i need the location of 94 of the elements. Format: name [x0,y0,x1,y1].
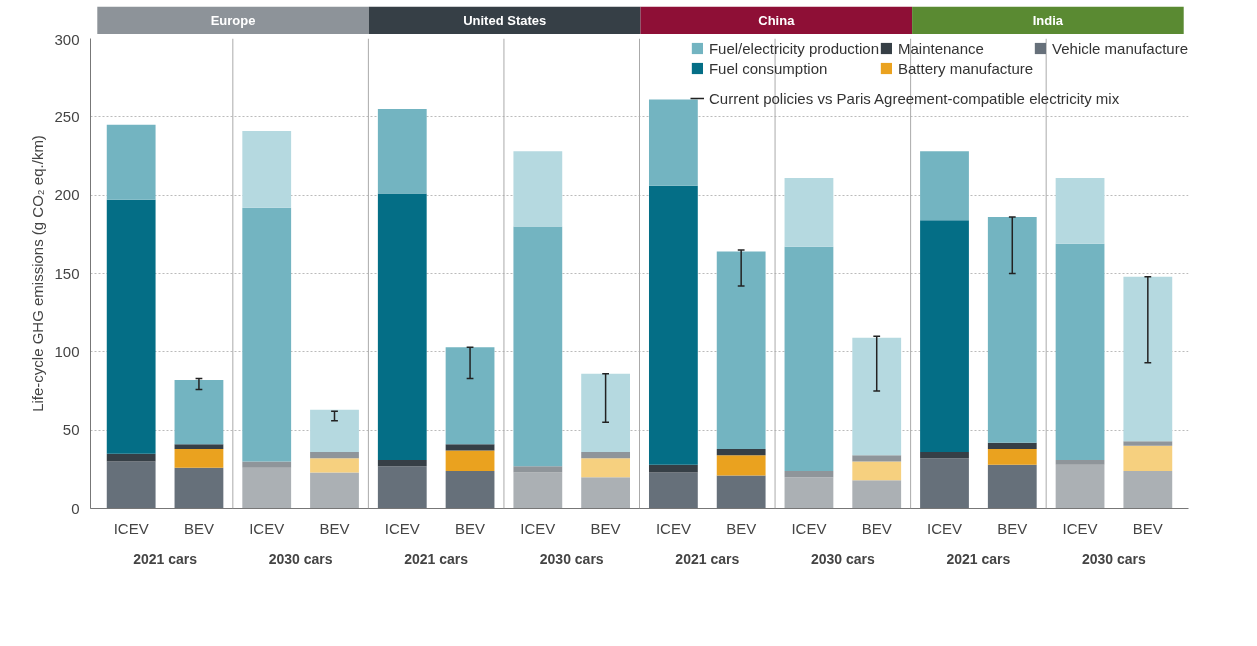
bar [174,467,224,509]
text: United States [463,13,547,28]
bar [784,177,834,247]
bar [852,455,902,462]
text: 2030 cars [539,550,604,567]
x-tick-label: BEV [726,519,757,537]
bar [581,477,631,509]
bar [920,458,969,509]
bar [174,444,224,449]
legend-label: Fuel/electricity production [708,38,879,58]
bar [1123,445,1173,471]
bar [1055,459,1105,465]
bar [445,444,495,451]
x-tick-label: BEV [319,519,350,537]
bar [377,466,427,509]
text: Europe [210,13,256,28]
text: India [1032,13,1064,28]
text: 2030 cars [1082,550,1147,567]
bar [310,452,359,459]
y-tick-label: 200 [54,186,80,204]
bar [581,373,631,453]
x-tick-label: ICEV [927,519,963,537]
bar [106,453,156,462]
text: China [758,13,796,28]
bar [716,448,766,456]
bar [920,452,969,459]
bar [174,448,224,468]
bar [377,459,427,467]
bar [445,450,495,471]
text: 2030 cars [810,550,875,567]
annotation: Current policies vs Paris Agreement-compatible electricity mix [709,89,1120,107]
x-tick-label: ICEV [1062,519,1098,537]
bar [716,475,766,509]
bar [310,409,359,453]
bar [377,193,427,460]
x-tick-label: ICEV [520,519,556,537]
bar [648,464,698,473]
legend-label: Fuel consumption [708,58,828,78]
bar [1123,276,1173,442]
x-tick-label: ICEV [791,519,827,537]
x-tick-label: ICEV [113,519,149,537]
bar [106,199,156,454]
text: 2021 cars [946,550,1011,567]
y-tick-label: 150 [54,264,80,282]
bar [987,442,1037,449]
x-tick-label: ICEV [249,519,285,537]
x-tick-label: ICEV [384,519,420,537]
bar [581,452,631,459]
x-tick-label: BEV [861,519,892,537]
bar [513,151,563,227]
text: 2021 cars [675,550,740,567]
bar [513,466,563,473]
bar [852,337,902,456]
y-tick-label: 100 [54,342,80,360]
x-tick-label: BEV [997,519,1028,537]
bar [987,448,1037,465]
text: 2030 cars [268,550,333,567]
bar [242,461,292,468]
text: 2021 cars [133,550,198,567]
bar [242,467,292,509]
text: 2021 cars [404,550,469,567]
bar [784,470,834,478]
x-tick-label: ICEV [655,519,691,537]
bar [242,130,292,208]
y-tick-label: 50 [62,421,80,439]
bar [1123,441,1173,446]
x-tick-label: BEV [1132,519,1163,537]
bar [1123,470,1173,509]
x-tick-label: BEV [455,519,486,537]
bar [581,458,631,478]
x-tick-label: BEV [183,519,214,537]
bar [106,461,156,509]
bar [513,472,563,509]
bar [648,472,698,509]
x-tick-label: BEV [590,519,621,537]
bar [920,220,969,453]
bar [987,464,1037,509]
legend-label: Battery manufacture [898,58,1034,78]
bar [310,458,359,473]
y-tick-label: 300 [54,30,80,48]
legend-label: Vehicle manufacture [1052,38,1188,58]
bar [648,185,698,465]
bar [852,480,902,509]
y-axis-title: Life-cycle GHG emissions (g CO₂ eq./km) [29,135,47,412]
legend-label: Maintenance [898,38,984,58]
bar [445,470,495,509]
bar [716,455,766,476]
bar [1055,464,1105,509]
y-tick-label: 250 [54,107,80,125]
bar [784,477,834,509]
bar [1055,177,1105,244]
bar [310,472,359,509]
bar [852,461,902,481]
y-tick-label: 0 [71,499,80,517]
